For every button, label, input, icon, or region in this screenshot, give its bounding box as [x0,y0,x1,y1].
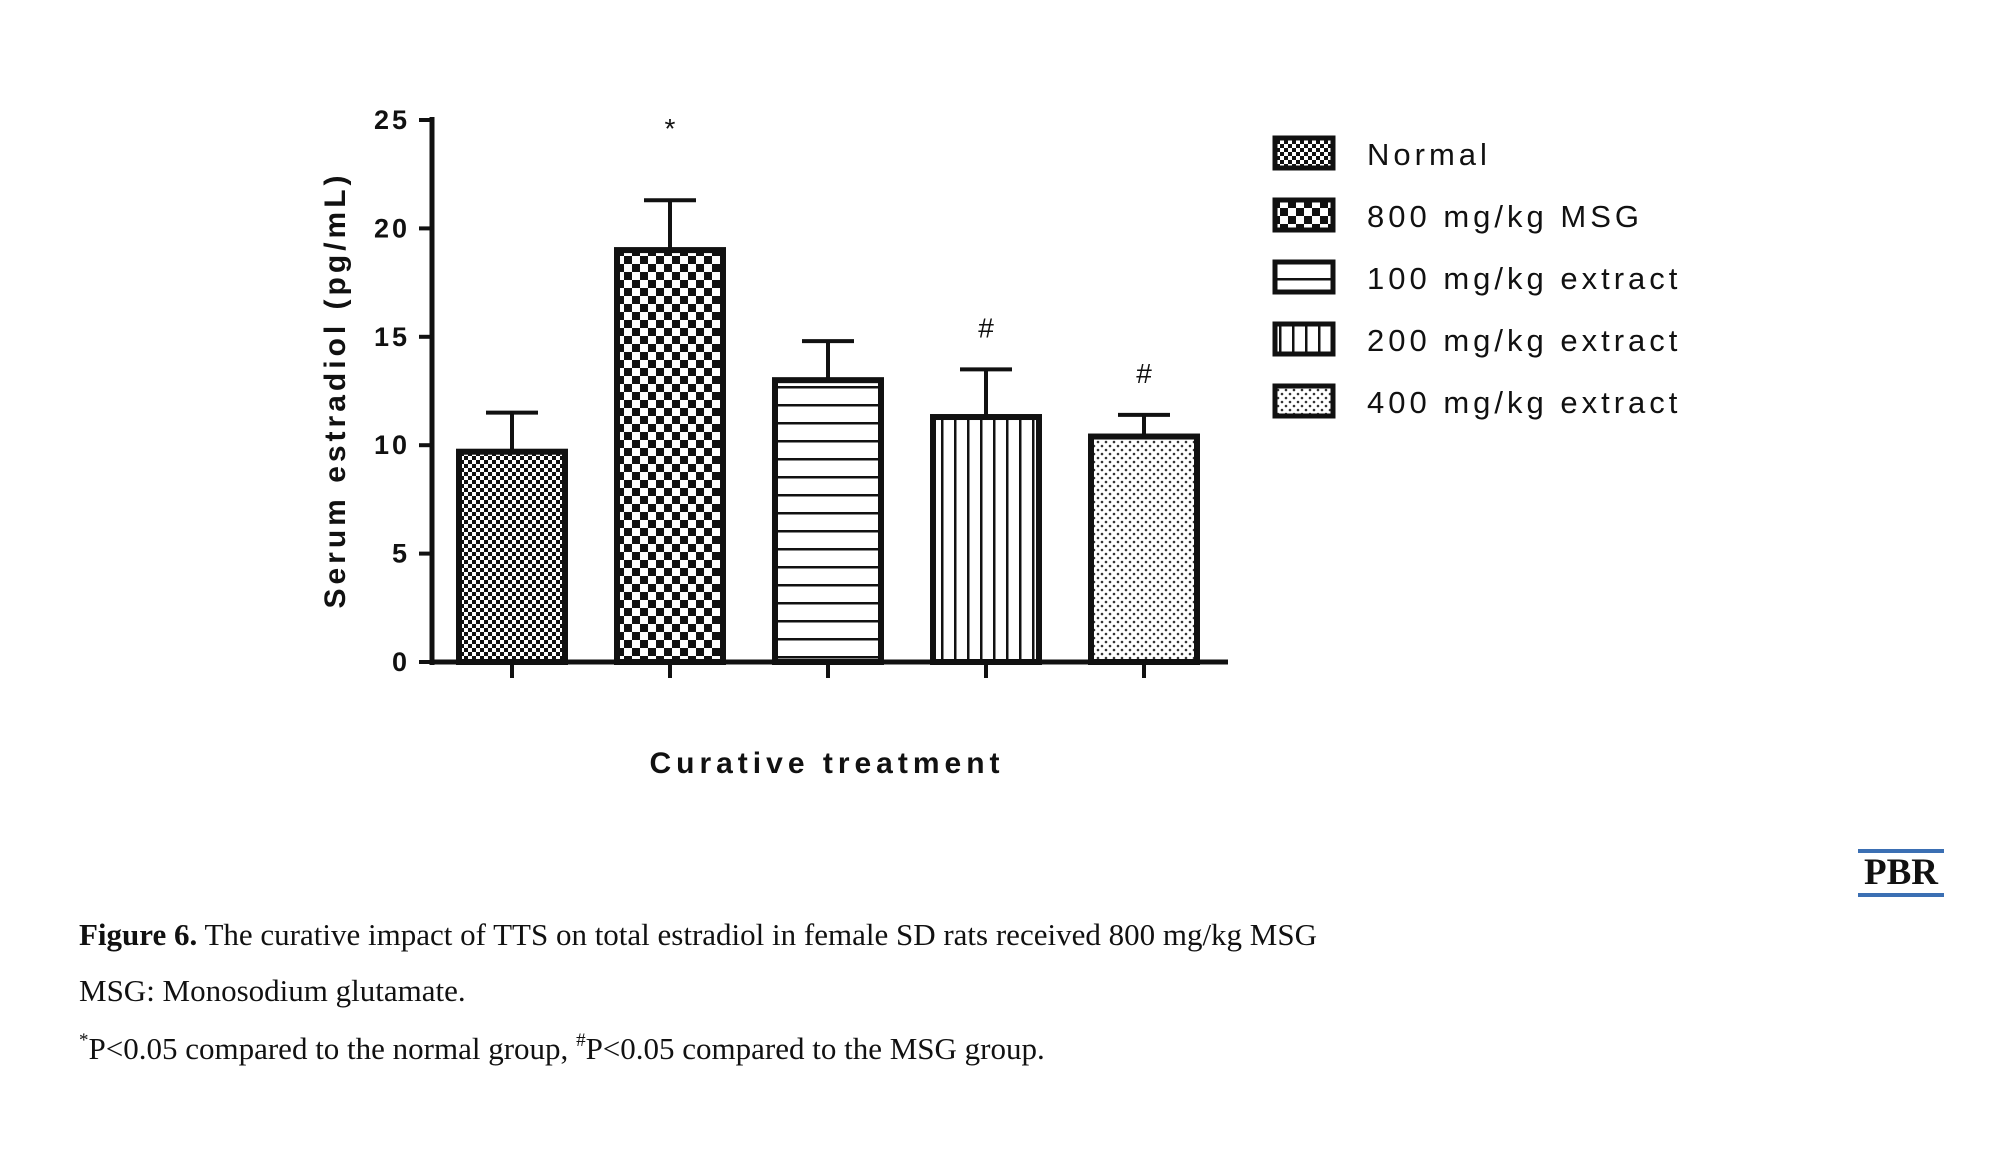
bar [772,377,884,665]
pbr-logo: PBR [1858,849,1944,897]
y-tick-label: 25 [374,105,410,135]
legend-swatch [1272,197,1336,233]
legend-label: 100 mg/kg extract [1367,261,1681,296]
legend-label: 200 mg/kg extract [1367,323,1681,358]
significance-marker: # [978,312,994,343]
legend-swatch [1272,259,1336,295]
y-tick-label: 15 [374,322,410,352]
figure-caption: Figure 6. The curative impact of TTS on … [79,917,1317,953]
logo-top-rule [1858,849,1944,853]
x-axis-label: Curative treatment [649,747,1004,780]
bar [930,414,1042,665]
star-marker: * [79,1030,89,1051]
legend-swatch [1272,135,1336,171]
significance-marker: * [665,113,676,144]
plot-area: 0 5 10 15 20 25 * # # [374,105,1228,678]
significance-marker: # [1136,358,1152,389]
y-tick-label: 5 [392,539,410,569]
y-tick-label: 0 [392,647,410,677]
bar [456,448,568,666]
logo-text: PBR [1864,852,1938,893]
figure-label: Figure 6. [79,917,198,952]
y-tick-label: 10 [374,430,410,460]
legend: Normal 800 mg/kg MSG 100 mg/kg extract 200 … [1272,135,1681,420]
significance-note: *P<0.05 compared to the normal group, #P… [79,1030,1045,1067]
legend-swatch [1272,321,1336,357]
legend-swatch [1272,383,1336,419]
y-axis-label: Serum estradiol (pg/mL) [319,171,352,608]
significance-note-part2: P<0.05 compared to the MSG group. [585,1031,1045,1066]
legend-label: 400 mg/kg extract [1367,385,1681,420]
legend-label: Normal [1367,137,1491,172]
significance-note-part1: P<0.05 compared to the normal group, [88,1031,577,1066]
abbreviation-note: MSG: Monosodium glutamate. [79,973,466,1008]
legend-label: 800 mg/kg MSG [1367,199,1643,234]
bar [1088,433,1200,666]
figure-caption-text: The curative impact of TTS on total estr… [197,917,1318,952]
y-tick-label: 20 [374,213,410,243]
hash-marker: # [576,1030,586,1051]
logo-bottom-rule [1858,893,1944,897]
bar [614,247,726,666]
